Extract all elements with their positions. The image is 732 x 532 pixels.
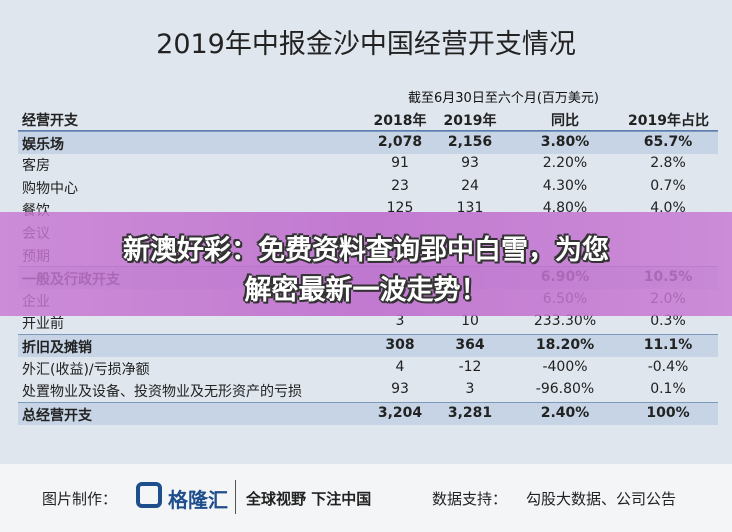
table-cell: 93 bbox=[461, 155, 479, 172]
logo-icon bbox=[136, 482, 162, 508]
banner-line: 解密最新一波走势！ bbox=[244, 275, 488, 306]
header-cell: 2018年 bbox=[373, 113, 427, 129]
table-cell: -12 bbox=[458, 358, 482, 375]
source-label: 数据支持： bbox=[432, 490, 508, 508]
header-row: 经营开支 2018年 2019年 同比 2019年占比 bbox=[18, 108, 718, 132]
header-cell: 同比 bbox=[551, 113, 579, 129]
table-cell: 91 bbox=[391, 155, 409, 172]
made-by: 图片制作： bbox=[42, 490, 118, 508]
header-cell: 2019年占比 bbox=[628, 113, 709, 129]
table-row: 开业前 3 10 233.30% 0.3% bbox=[18, 311, 718, 333]
table-row: 外汇(收益)/亏损净额 4 -12 -400% -0.4% bbox=[18, 357, 718, 379]
table-cell: 0.7% bbox=[650, 177, 686, 194]
table-row: 娱乐场 2,078 2,156 3.80% 65.7% bbox=[18, 130, 718, 154]
table-cell: 11.1% bbox=[643, 337, 693, 353]
table-cell: 娱乐场 bbox=[22, 136, 64, 153]
table-row: 总经营开支 3,204 3,281 2.40% 100% bbox=[18, 401, 718, 425]
table-cell: 93 bbox=[391, 381, 409, 398]
table-cell: 0.3% bbox=[650, 313, 686, 330]
title: 2019年中报金沙中国经营开支情况 bbox=[156, 29, 576, 60]
slogan: 全球视野 下注中国 bbox=[246, 490, 372, 508]
table-row: 处置物业及设备、投资物业及无形资产的亏损 93 3 -96.80% 0.1% bbox=[18, 379, 718, 401]
table-cell: 2.40% bbox=[540, 404, 590, 421]
table-row: 购物中心 23 24 4.30% 0.7% bbox=[18, 176, 718, 198]
table-cell: 233.30% bbox=[533, 313, 597, 330]
table-cell: 2,078 bbox=[377, 133, 423, 150]
header-cell: 经营开支 bbox=[22, 113, 78, 129]
table-cell: 100% bbox=[646, 404, 690, 421]
table-cell: 3 bbox=[395, 313, 405, 330]
super-header: 截至6月30日至六个月(百万美元) bbox=[408, 91, 599, 106]
source: 勾股大数据、公司公告 bbox=[526, 490, 677, 508]
table-cell: 4.30% bbox=[542, 177, 588, 194]
table-cell: 总经营开支 bbox=[22, 407, 92, 424]
table-cell: 23 bbox=[391, 177, 409, 194]
table-cell: 外汇(收益)/亏损净额 bbox=[22, 361, 150, 378]
table-cell: 折旧及摊销 bbox=[22, 340, 92, 356]
table-cell: 3 bbox=[465, 381, 475, 398]
brand: 格隆汇 bbox=[168, 488, 228, 512]
table-cell: 2,156 bbox=[447, 133, 493, 150]
table-cell: 3,281 bbox=[447, 404, 493, 421]
table-cell: 24 bbox=[461, 177, 479, 194]
table-cell: 3,204 bbox=[377, 404, 423, 421]
table-row: 客房 91 93 2.20% 2.8% bbox=[18, 153, 718, 175]
table-cell: 开业前 bbox=[22, 316, 64, 333]
banner: 新澳好彩：免费资料查询郢中白雪，为您 解密最新一波走势！ bbox=[0, 212, 732, 316]
table-cell: -0.4% bbox=[647, 358, 689, 375]
table-cell: 购物中心 bbox=[22, 180, 78, 197]
table-cell: -96.80% bbox=[535, 381, 595, 398]
table-cell: 3.80% bbox=[540, 133, 590, 150]
table-cell: 308 bbox=[385, 337, 415, 353]
table-cell: 2.8% bbox=[650, 155, 686, 172]
table-cell: 处置物业及设备、投资物业及无形资产的亏损 bbox=[22, 384, 302, 401]
table-row: 折旧及摊销 308 364 18.20% 11.1% bbox=[18, 334, 718, 357]
header-cell: 2019年 bbox=[443, 113, 497, 129]
table-cell: 4 bbox=[395, 358, 405, 375]
banner-line: 新澳好彩：免费资料查询郢中白雪，为您 bbox=[123, 235, 609, 266]
table-cell: 2.20% bbox=[542, 155, 588, 172]
table-cell: 0.1% bbox=[650, 381, 686, 398]
table-cell: 客房 bbox=[22, 158, 50, 175]
table-cell: 18.20% bbox=[535, 337, 595, 353]
table-cell: -400% bbox=[542, 358, 588, 375]
footer: 图片制作： 格隆汇 全球视野 下注中国 数据支持： 勾股大数据、公司公告 bbox=[0, 464, 732, 532]
table-cell: 10 bbox=[461, 313, 479, 330]
table-cell: 364 bbox=[455, 337, 485, 353]
table-cell: 65.7% bbox=[643, 133, 693, 150]
separator bbox=[235, 480, 236, 514]
